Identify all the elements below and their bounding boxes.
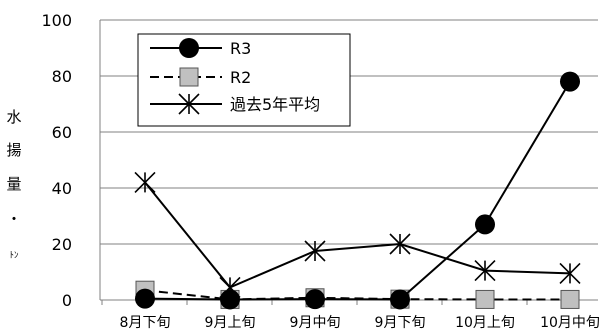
data-point-circle bbox=[305, 289, 325, 310]
x-tick-labels: 8月下旬 9月上旬 9月中旬 9月下旬 10月上旬 10月中旬 bbox=[120, 315, 600, 331]
data-point-circle bbox=[390, 289, 410, 310]
data-point-star bbox=[178, 93, 200, 115]
y-axis-label-char: 量 bbox=[6, 175, 21, 193]
x-tick-label: 9月上旬 bbox=[205, 315, 256, 331]
x-tick-label: 10月上旬 bbox=[455, 315, 515, 331]
y-tick-labels: 0 20 40 60 80 100 bbox=[41, 11, 72, 310]
x-tick-label: 9月中旬 bbox=[290, 315, 341, 331]
y-axis-label: 水揚量・ ﾄﾝ bbox=[6, 108, 21, 261]
y-tick-label: 20 bbox=[52, 235, 72, 254]
data-point-circle bbox=[135, 288, 155, 309]
data-point-star bbox=[559, 262, 581, 284]
data-point-star bbox=[304, 240, 326, 262]
y-axis-label-char: ﾄﾝ bbox=[9, 251, 19, 261]
legend: R3 R2 過去5年平均 bbox=[137, 33, 351, 127]
data-point-circle bbox=[179, 38, 199, 58]
data-point-circle bbox=[475, 214, 495, 235]
data-point-square bbox=[560, 289, 580, 309]
data-point-square bbox=[179, 67, 199, 87]
y-tick-label: 80 bbox=[52, 67, 72, 86]
x-tick-label: 8月下旬 bbox=[120, 315, 171, 331]
legend-label: 過去5年平均 bbox=[230, 95, 320, 114]
series-過去5年平均 bbox=[134, 171, 581, 298]
series-line bbox=[144, 181, 571, 289]
series-line bbox=[144, 81, 571, 301]
y-axis-label-char: 水 bbox=[6, 108, 21, 126]
y-tick-label: 0 bbox=[62, 291, 72, 310]
y-tick-label: 100 bbox=[41, 11, 72, 30]
data-point-square bbox=[475, 289, 495, 309]
series-layer bbox=[134, 71, 581, 310]
legend-label: R3 bbox=[230, 39, 251, 58]
x-tick-label: 10月中旬 bbox=[540, 315, 600, 331]
data-point-star bbox=[389, 233, 411, 255]
series-line bbox=[144, 289, 570, 301]
data-point-star bbox=[134, 171, 156, 193]
data-point-circle bbox=[560, 71, 580, 92]
legend-box bbox=[137, 33, 351, 127]
y-tick-label: 60 bbox=[52, 123, 72, 142]
legend-label: R2 bbox=[230, 68, 251, 87]
series-R3 bbox=[135, 71, 580, 310]
x-tick-label: 9月下旬 bbox=[375, 315, 426, 331]
data-point-circle bbox=[220, 289, 240, 310]
y-axis-label-char: ・ bbox=[6, 210, 21, 228]
y-tick-label: 40 bbox=[52, 179, 72, 198]
y-axis-label-char: 揚 bbox=[6, 141, 21, 159]
data-point-star bbox=[474, 260, 496, 282]
